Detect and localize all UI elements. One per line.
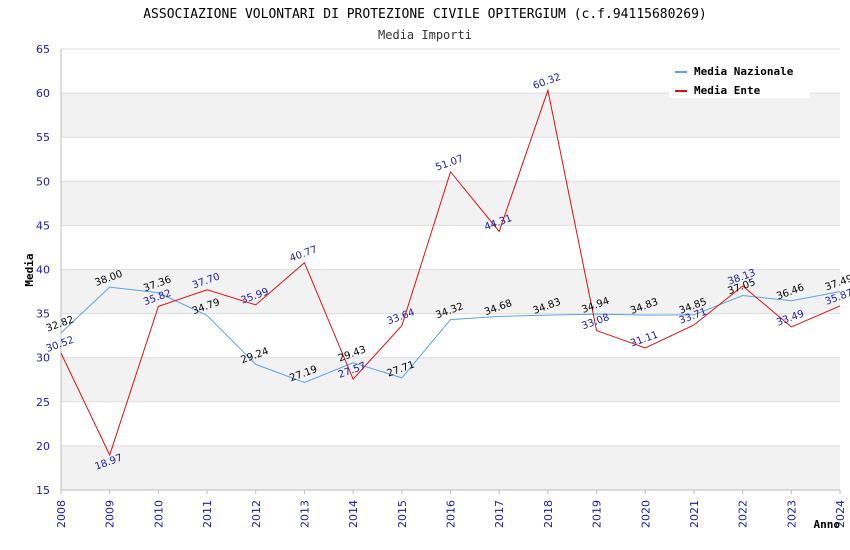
grid-band: [61, 269, 840, 314]
data-label: 31.11: [629, 329, 660, 349]
y-tick-label: 40: [36, 264, 50, 277]
x-tick-label: 2023: [785, 500, 798, 528]
legend-label-ente: Media Ente: [694, 84, 761, 97]
x-tick-label: 2024: [834, 500, 847, 528]
y-tick-labels: 15 20 25 30 35 40 45 50 55 60 65: [36, 43, 50, 497]
legend-label-nazionale: Media Nazionale: [694, 65, 794, 78]
x-tick-label: 2019: [591, 500, 604, 528]
y-tick-label: 35: [36, 308, 50, 321]
legend-box: [669, 59, 810, 98]
data-label: 30.52: [45, 335, 76, 355]
x-tick-label: 2020: [639, 500, 652, 528]
x-tick-label: 2010: [152, 500, 165, 528]
y-axis-title: Media: [23, 253, 36, 286]
data-label: 40.77: [288, 244, 319, 264]
x-tick-labels: 2008 2009 2010 2011 2012 2013 2014 2015 2016 2017…: [55, 490, 847, 528]
x-axis-title: Anno: [814, 518, 841, 531]
x-tick-label: 2018: [542, 500, 555, 528]
y-tick-label: 55: [36, 131, 50, 144]
grid-band: [61, 357, 840, 402]
data-label: 60.32: [532, 72, 563, 92]
chart-subtitle: Media Importi: [378, 28, 472, 42]
series-line-nazionale: [60, 286, 841, 384]
legend: Media Nazionale Media Ente: [669, 59, 810, 98]
y-tick-label: 60: [36, 87, 50, 100]
y-tick-label: 20: [36, 440, 50, 453]
grid-band: [61, 445, 840, 490]
x-tick-label: 2015: [396, 500, 409, 528]
series-line-ente: [60, 88, 841, 457]
grid-bands: [61, 93, 840, 490]
y-tick-label: 30: [36, 352, 50, 365]
series-group: [60, 88, 841, 457]
x-tick-label: 2017: [493, 500, 506, 528]
x-tick-label: 2022: [737, 500, 750, 528]
y-tick-label: 45: [36, 219, 50, 232]
y-tick-label: 50: [36, 175, 50, 188]
y-tick-label: 65: [36, 43, 50, 56]
grid-band: [61, 181, 840, 226]
x-tick-label: 2021: [688, 500, 701, 528]
y-tick-label: 15: [36, 484, 50, 497]
x-tick-label: 2011: [201, 500, 214, 528]
x-tick-label: 2008: [55, 500, 68, 528]
y-tick-label: 25: [36, 396, 50, 409]
x-tick-label: 2016: [445, 500, 458, 528]
grid-band: [61, 93, 840, 138]
x-tick-label: 2009: [104, 500, 117, 528]
data-label: 51.07: [434, 153, 465, 173]
x-tick-label: 2014: [347, 500, 360, 528]
x-tick-label: 2013: [298, 500, 311, 528]
chart-title: ASSOCIAZIONE VOLONTARI DI PROTEZIONE CIV…: [143, 7, 707, 22]
x-tick-label: 2012: [250, 500, 263, 528]
